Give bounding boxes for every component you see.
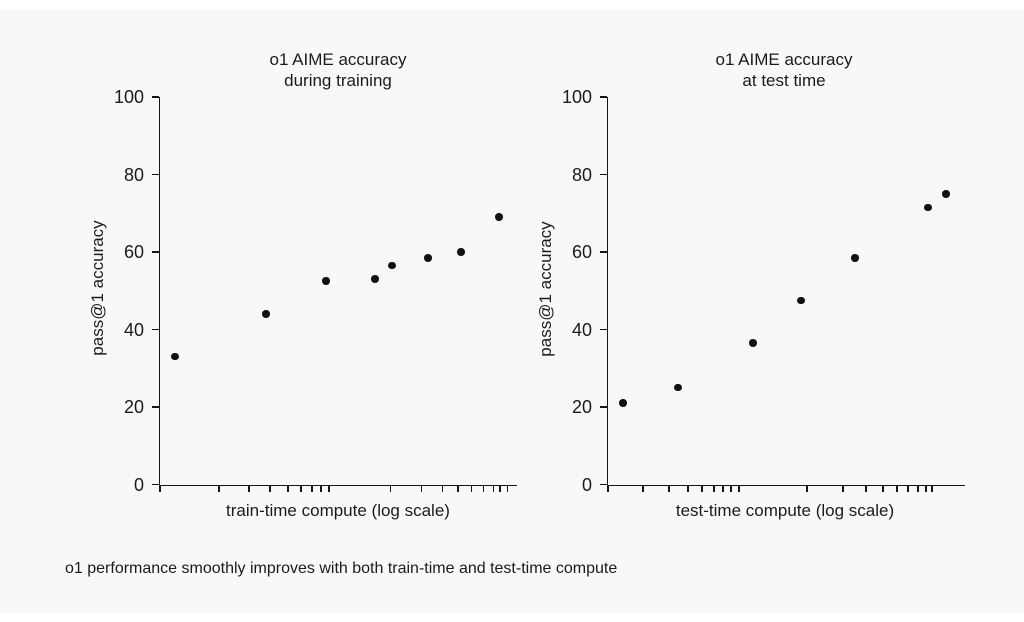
x-tick: [738, 486, 740, 492]
y-tick: [599, 328, 607, 331]
x-axis-label: train-time compute (log scale): [226, 501, 450, 520]
y-tick: [151, 173, 159, 176]
x-tick: [441, 486, 444, 492]
data-point: [457, 248, 465, 256]
data-point: [797, 296, 805, 305]
y-tick: [599, 406, 607, 408]
chart-title-line2: during training: [284, 71, 392, 90]
x-tick: [389, 486, 391, 492]
y-tick-label: 100: [113, 87, 144, 107]
chart-title: o1 AIME accuracy at test time: [624, 49, 944, 91]
x-tick: [248, 486, 250, 492]
x-tick: [865, 486, 867, 492]
y-tick-label: 80: [123, 164, 144, 185]
x-tick: [482, 486, 485, 492]
x-tick: [642, 486, 644, 492]
x-tick: [806, 486, 808, 492]
x-tick: [730, 486, 732, 492]
x-tick: [457, 486, 459, 492]
y-tick: [151, 328, 159, 331]
y-tick-label: 80: [571, 164, 592, 185]
x-axis-line: [606, 484, 965, 486]
x-tick: [607, 486, 609, 492]
x-tick: [917, 486, 919, 492]
data-point: [424, 254, 432, 262]
y-tick: [599, 173, 607, 176]
y-tick-label: 0: [581, 474, 592, 495]
data-point: [851, 254, 859, 262]
figure-caption: o1 performance smoothly improves with bo…: [65, 560, 618, 577]
x-tick: [907, 486, 909, 492]
y-axis-label: pass@1 accuracy: [536, 221, 555, 357]
x-tick: [931, 486, 933, 492]
y-axis-line: [158, 97, 160, 486]
x-tick: [687, 486, 689, 492]
y-tick: [151, 483, 159, 486]
x-tick: [328, 486, 330, 492]
chart-title-line2: at test time: [742, 71, 826, 90]
y-tick: [599, 483, 607, 486]
x-tick: [668, 486, 670, 492]
x-tick: [896, 486, 898, 492]
y-tick: [151, 251, 159, 253]
x-tick: [842, 486, 844, 492]
x-axis-line: [158, 484, 517, 486]
data-point: [495, 213, 503, 221]
x-tick: [713, 486, 715, 492]
y-tick-label: 20: [571, 397, 592, 417]
y-tick: [599, 96, 607, 98]
x-tick: [269, 486, 271, 492]
y-tick: [151, 406, 159, 408]
x-tick: [470, 486, 473, 492]
data-point: [322, 277, 330, 285]
figure-panel: [0, 9, 1024, 613]
data-point: [371, 275, 379, 283]
x-tick: [320, 486, 322, 492]
data-point: [171, 352, 179, 361]
y-tick-label: 0: [133, 474, 144, 495]
data-point: [619, 399, 627, 407]
chart-title-line1: o1 AIME accuracy: [715, 50, 853, 69]
data-point: [942, 190, 950, 198]
y-tick: [599, 251, 607, 253]
y-axis-line: [606, 97, 608, 486]
data-point: [674, 383, 682, 392]
data-point: [388, 261, 396, 270]
y-tick-label: 20: [123, 397, 144, 417]
x-tick: [506, 486, 509, 492]
data-point: [749, 339, 757, 347]
x-tick: [300, 486, 302, 492]
y-tick: [151, 96, 159, 98]
y-tick-label: 100: [561, 87, 592, 107]
x-tick: [420, 486, 423, 492]
data-point: [262, 310, 270, 318]
chart-title: o1 AIME accuracy during training: [178, 49, 498, 91]
x-tick: [499, 486, 501, 492]
chart-title-line1: o1 AIME accuracy: [269, 50, 407, 69]
x-tick: [882, 486, 884, 492]
x-tick: [925, 486, 927, 492]
y-axis-label: pass@1 accuracy: [88, 220, 107, 356]
x-tick: [492, 486, 495, 492]
data-point: [924, 203, 932, 212]
x-tick: [218, 486, 220, 492]
x-tick: [159, 486, 161, 492]
x-tick: [287, 486, 289, 492]
x-axis-label: test-time compute (log scale): [675, 501, 895, 520]
x-tick: [311, 486, 313, 492]
x-tick: [701, 486, 703, 492]
x-tick: [722, 486, 724, 492]
